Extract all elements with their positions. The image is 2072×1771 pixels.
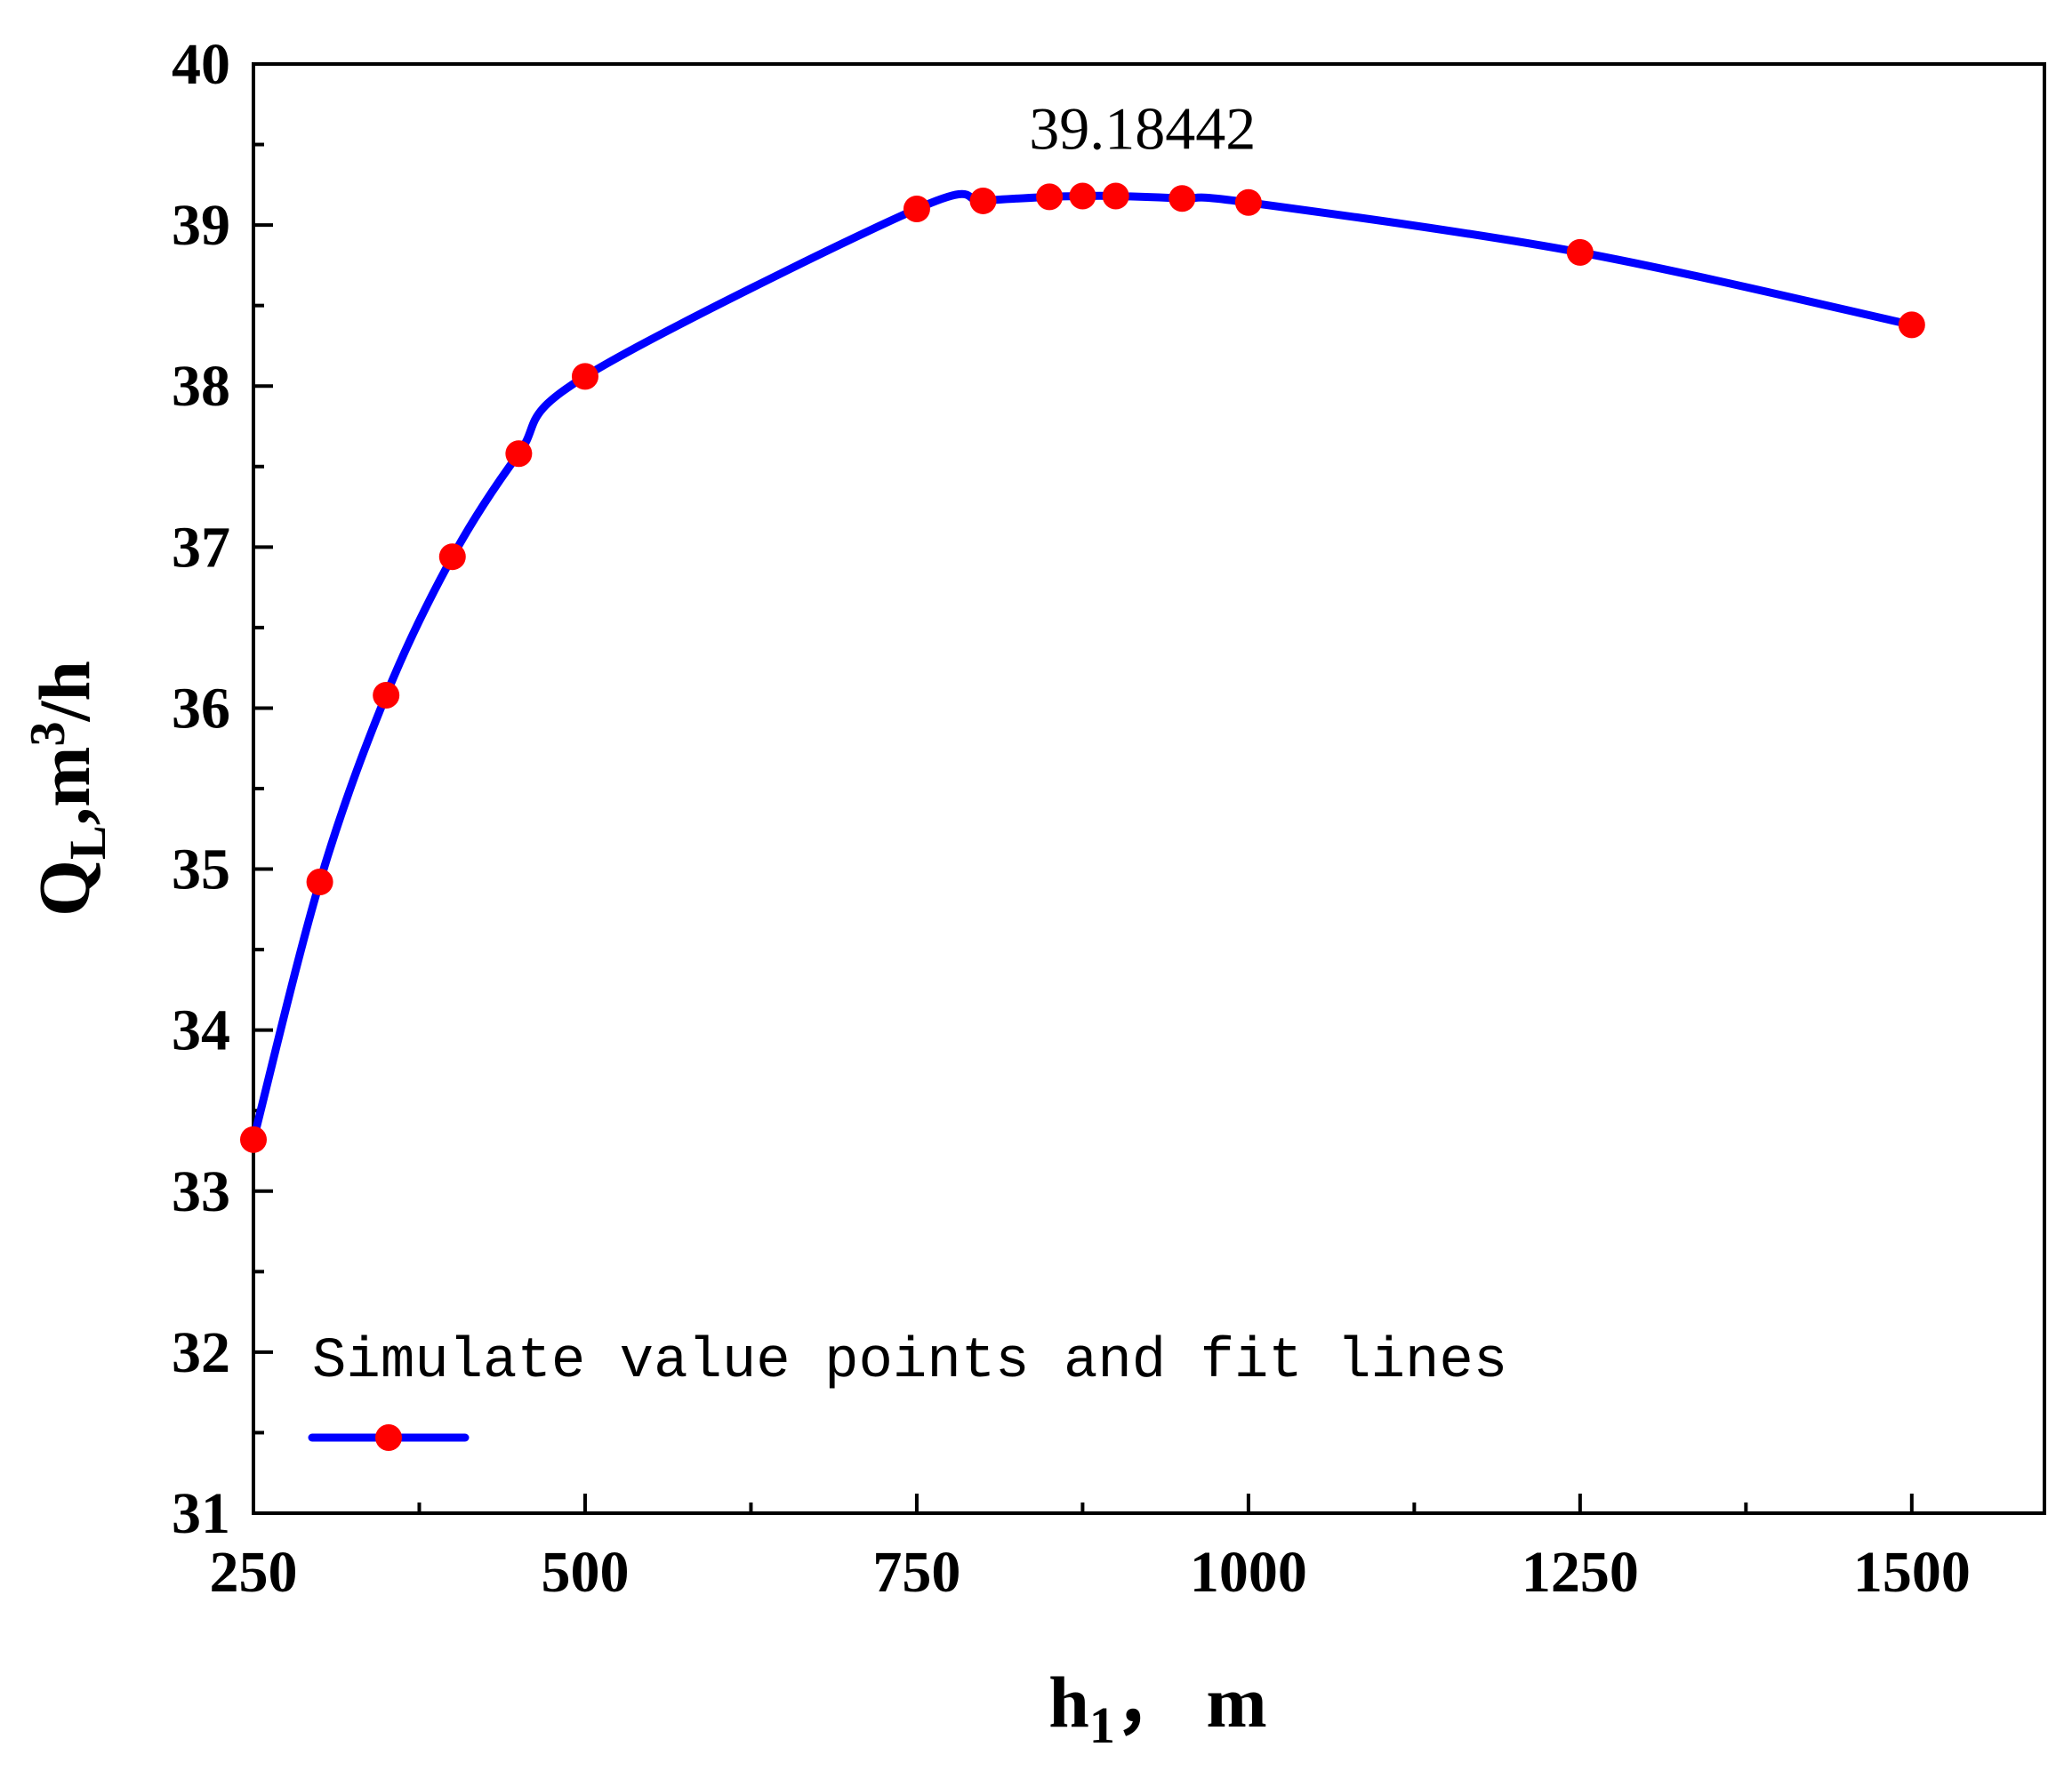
plot-frame-rect (252, 62, 2046, 1515)
data-point-400 (438, 543, 466, 571)
data-point-450 (505, 440, 533, 468)
peak-annotation: 39.18442 (1029, 95, 1256, 163)
y-axis-title-superscript: 3 (20, 722, 76, 747)
y-tick-label-32: 32 (172, 1320, 230, 1385)
data-point-1000 (1234, 188, 1262, 216)
axis-ticks (252, 62, 1914, 1515)
y-axis-title-unit: ,m (24, 747, 105, 826)
legend: Simulate value points and fit lines (308, 1330, 1507, 1451)
data-point-1250 (1566, 238, 1594, 266)
y-tick-label-35: 35 (172, 837, 230, 902)
y-axis-title-unit-suffix: /h (24, 661, 105, 722)
y-tick-label-40: 40 (172, 32, 230, 97)
x-tick-label-1500: 1500 (1853, 1540, 1971, 1605)
x-tick-label-1250: 1250 (1522, 1540, 1639, 1605)
x-axis-title-unit: ， m (1115, 1662, 1267, 1743)
x-tick-label-250: 250 (210, 1540, 298, 1605)
data-point-875 (1069, 182, 1096, 210)
data-point-1500 (1898, 311, 1925, 339)
data-point-900 (1102, 182, 1129, 210)
y-axis-title-subscript: L (59, 825, 116, 860)
fit-line-layer (249, 189, 1916, 1144)
data-point-300 (306, 869, 333, 896)
y-tick-label-38: 38 (172, 354, 230, 419)
tick-labels: 31 32 33 34 35 36 37 38 39 40 250 500 750 1000 1250 150… (172, 32, 1971, 1605)
plot-frame (252, 62, 2046, 1515)
y-tick-label-37: 37 (172, 515, 230, 580)
data-point-350 (373, 681, 400, 709)
y-tick-label-31: 31 (172, 1481, 230, 1546)
y-tick-label-34: 34 (172, 998, 230, 1063)
y-tick-label-36: 36 (172, 676, 230, 741)
data-point-800 (969, 187, 997, 214)
y-tick-label-33: 33 (172, 1159, 230, 1224)
data-point-850 (1036, 183, 1064, 211)
x-axis-title-main: h (1048, 1662, 1089, 1743)
legend-marker-sample (375, 1424, 402, 1451)
y-tick-label-39: 39 (172, 193, 230, 258)
x-tick-label-1000: 1000 (1190, 1540, 1307, 1605)
y-axis-title: QL,m3/h (20, 661, 116, 917)
data-point-250 (240, 1126, 267, 1153)
data-point-500 (571, 363, 598, 390)
x-tick-label-750: 750 (872, 1540, 960, 1605)
x-axis-title: h1， m (1048, 1662, 1266, 1754)
legend-label: Simulate value points and fit lines (312, 1330, 1507, 1394)
x-axis-title-subscript: 1 (1089, 1696, 1115, 1754)
data-point-950 (1169, 185, 1196, 212)
data-point-layer (240, 182, 1925, 1153)
x-tick-label-500: 500 (541, 1540, 629, 1605)
data-point-750 (903, 196, 930, 222)
y-axis-title-main: Q (24, 860, 105, 917)
fit-line (249, 189, 1916, 1144)
